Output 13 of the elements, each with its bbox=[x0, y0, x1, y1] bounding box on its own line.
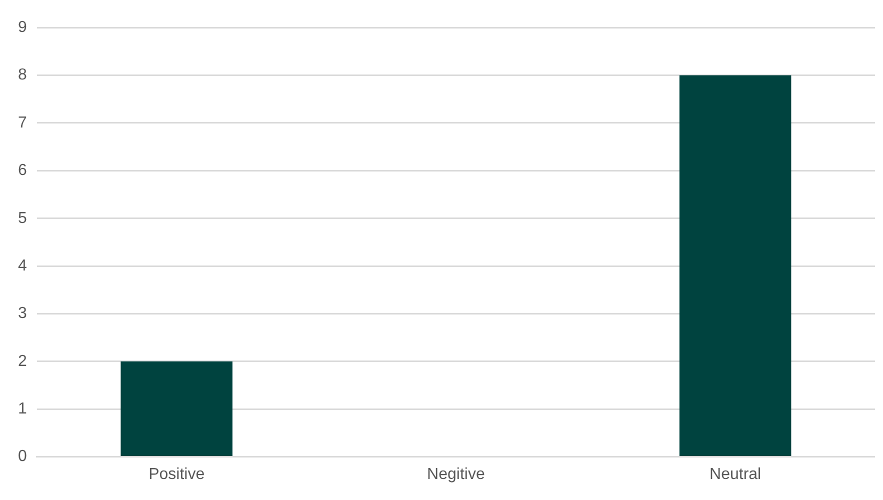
y-tick-label: 0 bbox=[18, 448, 27, 466]
y-tick-label: 1 bbox=[18, 400, 27, 418]
x-tick-label: Negitive bbox=[427, 466, 485, 483]
y-tick-label: 7 bbox=[18, 114, 27, 132]
y-tick-label: 4 bbox=[18, 257, 27, 274]
y-tick-label: 8 bbox=[18, 66, 27, 84]
y-tick-label: 6 bbox=[18, 162, 27, 180]
y-tick-label: 5 bbox=[18, 210, 27, 227]
y-tick-label: 2 bbox=[18, 352, 27, 370]
x-tick-label: Neutral bbox=[710, 466, 762, 483]
y-tick-label: 9 bbox=[18, 19, 27, 36]
y-tick-label: 3 bbox=[18, 305, 27, 322]
x-tick-label: Positive bbox=[148, 466, 205, 483]
